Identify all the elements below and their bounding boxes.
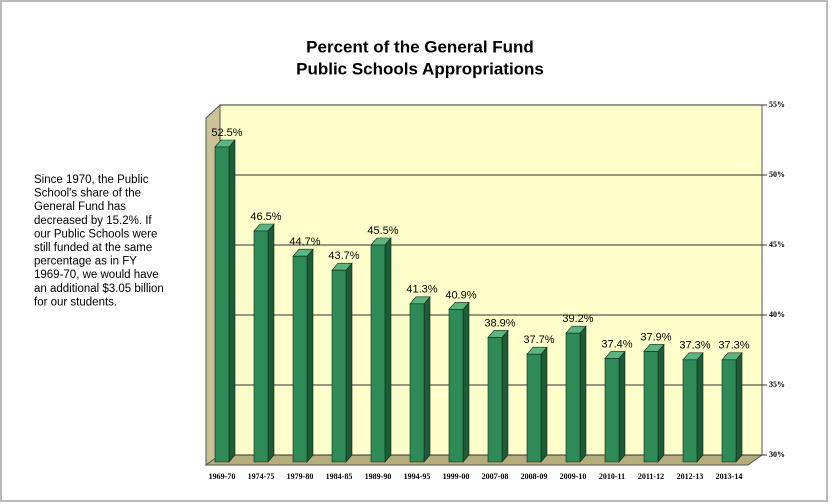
x-tick-label: 2009-10 (560, 472, 587, 481)
bar-face (579, 325, 587, 463)
bar (370, 237, 392, 463)
value-label: 45.5% (367, 225, 398, 237)
bar-face (462, 301, 470, 463)
bar (565, 325, 587, 463)
value-label: 37.7% (523, 334, 554, 346)
bar (409, 295, 431, 463)
bar-face (384, 237, 392, 463)
x-tick-label: 1994-95 (404, 472, 431, 481)
bar-face (540, 346, 548, 463)
annotation-line: 1969-70, we would have (34, 269, 159, 281)
x-tick-label: 2007-08 (482, 472, 509, 481)
bar-face (448, 309, 464, 463)
x-tick-label: 1999-00 (443, 472, 470, 481)
x-tick-label: 2013-14 (716, 472, 743, 481)
bar-face (643, 351, 659, 463)
x-tick-label: 1984-85 (326, 472, 353, 481)
value-label: 43.7% (328, 250, 359, 262)
annotation-line: our Public Schools were (34, 228, 157, 240)
bar-face (292, 255, 308, 463)
value-label: 37.9% (640, 331, 671, 343)
bar (526, 346, 548, 463)
annotation-line: General Fund has (34, 201, 126, 213)
value-label: 38.9% (484, 317, 515, 329)
bar (331, 262, 353, 463)
annotation-line: School's share of the (34, 188, 141, 200)
annotation-line: for our students. (34, 296, 117, 308)
x-tick-label: 1974-75 (248, 472, 275, 481)
x-tick-label: 2011-12 (638, 472, 664, 481)
value-label: 52.5% (211, 127, 242, 139)
bar-face (618, 350, 626, 463)
bar-face (253, 230, 269, 463)
bar-face (214, 146, 230, 463)
bar-face (370, 244, 386, 463)
bar-face (526, 353, 542, 463)
bar-face (721, 359, 737, 463)
chart-title: Public Schools Appropriations (296, 59, 544, 78)
bar-face (331, 269, 347, 463)
annotation-line: still funded at the same (34, 242, 152, 254)
bar (682, 351, 704, 463)
value-label: 37.4% (601, 338, 632, 350)
y-tick-label: 30% (769, 450, 785, 459)
bar-face (604, 358, 620, 463)
bar-face (423, 295, 431, 463)
y-tick-label: 50% (769, 170, 785, 179)
value-label: 37.3% (679, 340, 710, 352)
y-tick-label: 35% (769, 380, 785, 389)
bar-face (267, 223, 275, 463)
x-tick-label: 1969-70 (209, 472, 236, 481)
bar (721, 351, 743, 463)
value-label: 46.5% (250, 211, 281, 223)
bar-face (409, 303, 425, 463)
value-label: 37.3% (718, 340, 749, 352)
bar-face (657, 343, 665, 463)
chart-title: Percent of the General Fund (306, 37, 534, 56)
bar (253, 223, 275, 463)
bar (214, 139, 236, 463)
bar (487, 329, 509, 463)
value-label: 41.3% (406, 284, 437, 296)
bar (604, 350, 626, 463)
value-label: 44.7% (289, 236, 320, 248)
bar (292, 248, 314, 463)
x-tick-label: 1979-80 (287, 472, 314, 481)
floor (204, 454, 764, 466)
bar (643, 343, 665, 463)
bar-face (487, 337, 503, 463)
x-tick-label: 1989-90 (365, 472, 392, 481)
bar-face (306, 248, 314, 463)
value-label: 40.9% (445, 289, 476, 301)
value-label: 39.2% (562, 313, 593, 325)
bar-face (735, 351, 743, 463)
bar-face (501, 329, 509, 463)
bar-face (682, 359, 698, 463)
annotation-line: Since 1970, the Public (34, 174, 149, 186)
x-tick-label: 2008-09 (521, 472, 548, 481)
annotation-line: an additional $3.05 billion (34, 283, 164, 295)
y-tick-label: 40% (769, 310, 785, 319)
y-tick-label: 45% (769, 240, 785, 249)
y-tick-label: 55% (769, 100, 785, 109)
annotation-line: decreased by 15.2%. If (34, 215, 152, 227)
annotation-line: percentage as in FY (34, 256, 137, 268)
x-tick-label: 2010-11 (599, 472, 625, 481)
bar-face (228, 139, 236, 463)
bar-face (345, 262, 353, 463)
x-tick-label: 2012-13 (677, 472, 704, 481)
bar (448, 301, 470, 463)
bar-face (696, 351, 704, 463)
bar-face (565, 332, 581, 463)
